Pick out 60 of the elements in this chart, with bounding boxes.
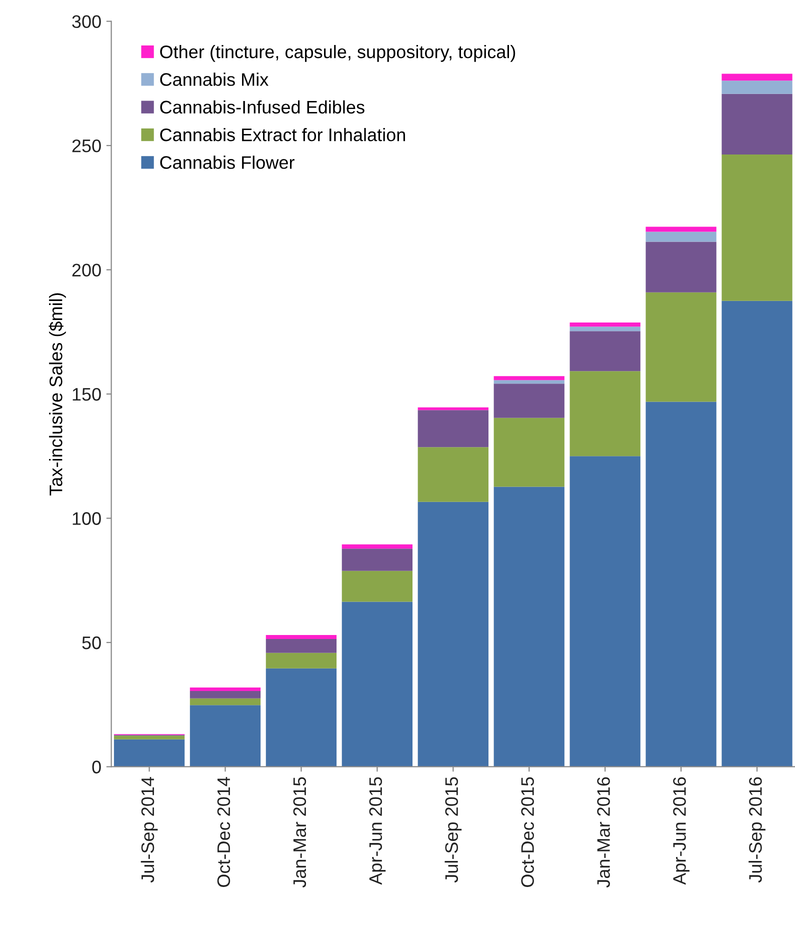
bar xyxy=(494,486,564,767)
x-tick-label: Oct-Dec 2014 xyxy=(217,776,230,887)
bar xyxy=(646,226,716,232)
y-tick-label: 300 xyxy=(72,15,101,28)
bar xyxy=(266,652,337,668)
bar xyxy=(646,232,716,242)
bar xyxy=(570,331,640,372)
y-tick-label: 0 xyxy=(92,760,101,774)
bar xyxy=(570,322,640,327)
bar xyxy=(722,154,792,301)
bar xyxy=(418,447,488,502)
x-tick-label: Jul-Sep 2016 xyxy=(748,777,766,883)
x-tick-label: Apr-Jun 2015 xyxy=(369,777,386,885)
y-tick-label: 50 xyxy=(82,636,101,650)
bar xyxy=(418,502,488,767)
bar xyxy=(190,705,261,767)
legend-label: Other (tincture, capsule, suppository, topical) xyxy=(160,45,516,62)
bar xyxy=(570,371,640,456)
bar xyxy=(114,736,185,740)
bar xyxy=(190,690,261,698)
bar xyxy=(114,739,185,767)
bar xyxy=(494,384,564,418)
y-tick-label: 250 xyxy=(72,139,101,152)
bar xyxy=(342,570,413,602)
bar xyxy=(722,300,792,767)
x-tick-label: Jul-Sep 2015 xyxy=(444,777,462,883)
bar xyxy=(646,292,716,402)
bar xyxy=(570,326,640,332)
bar xyxy=(266,668,337,767)
x-tick-label: Jan-Mar 2015 xyxy=(293,777,306,888)
bar xyxy=(266,639,337,653)
bar xyxy=(494,380,564,384)
x-tick-label: Jan-Mar 2016 xyxy=(597,777,610,888)
y-tick-label: 100 xyxy=(72,512,101,525)
bar xyxy=(646,402,716,767)
bar xyxy=(722,80,792,94)
bar xyxy=(418,407,488,410)
x-tick-label: Oct-Dec 2015 xyxy=(521,777,534,887)
x-tick-label: Apr-Jun 2016 xyxy=(673,777,690,885)
bar xyxy=(190,687,261,691)
bar xyxy=(342,544,413,549)
bar xyxy=(418,410,488,448)
bar xyxy=(722,94,792,154)
bar xyxy=(342,602,413,767)
y-tick-label: 150 xyxy=(72,388,101,401)
bar xyxy=(570,456,640,767)
legend-label: Cannabis Extract for Inhalation xyxy=(160,128,406,142)
bar xyxy=(646,242,716,292)
bar xyxy=(266,635,337,640)
bar xyxy=(190,698,261,706)
y-axis-title: Tax-inclusive Sales ($mil) xyxy=(48,293,66,496)
legend-label: Cannabis Flower xyxy=(160,156,294,169)
bar xyxy=(494,418,564,487)
x-tick-label: Jul-Sep 2014 xyxy=(140,776,158,883)
legend-label: Cannabis Mix xyxy=(160,72,268,86)
legend-label: Cannabis-Infused Edibles xyxy=(160,100,364,114)
bar xyxy=(342,548,413,571)
bar xyxy=(722,74,792,81)
y-tick-label: 200 xyxy=(72,264,101,276)
bar xyxy=(494,376,564,380)
